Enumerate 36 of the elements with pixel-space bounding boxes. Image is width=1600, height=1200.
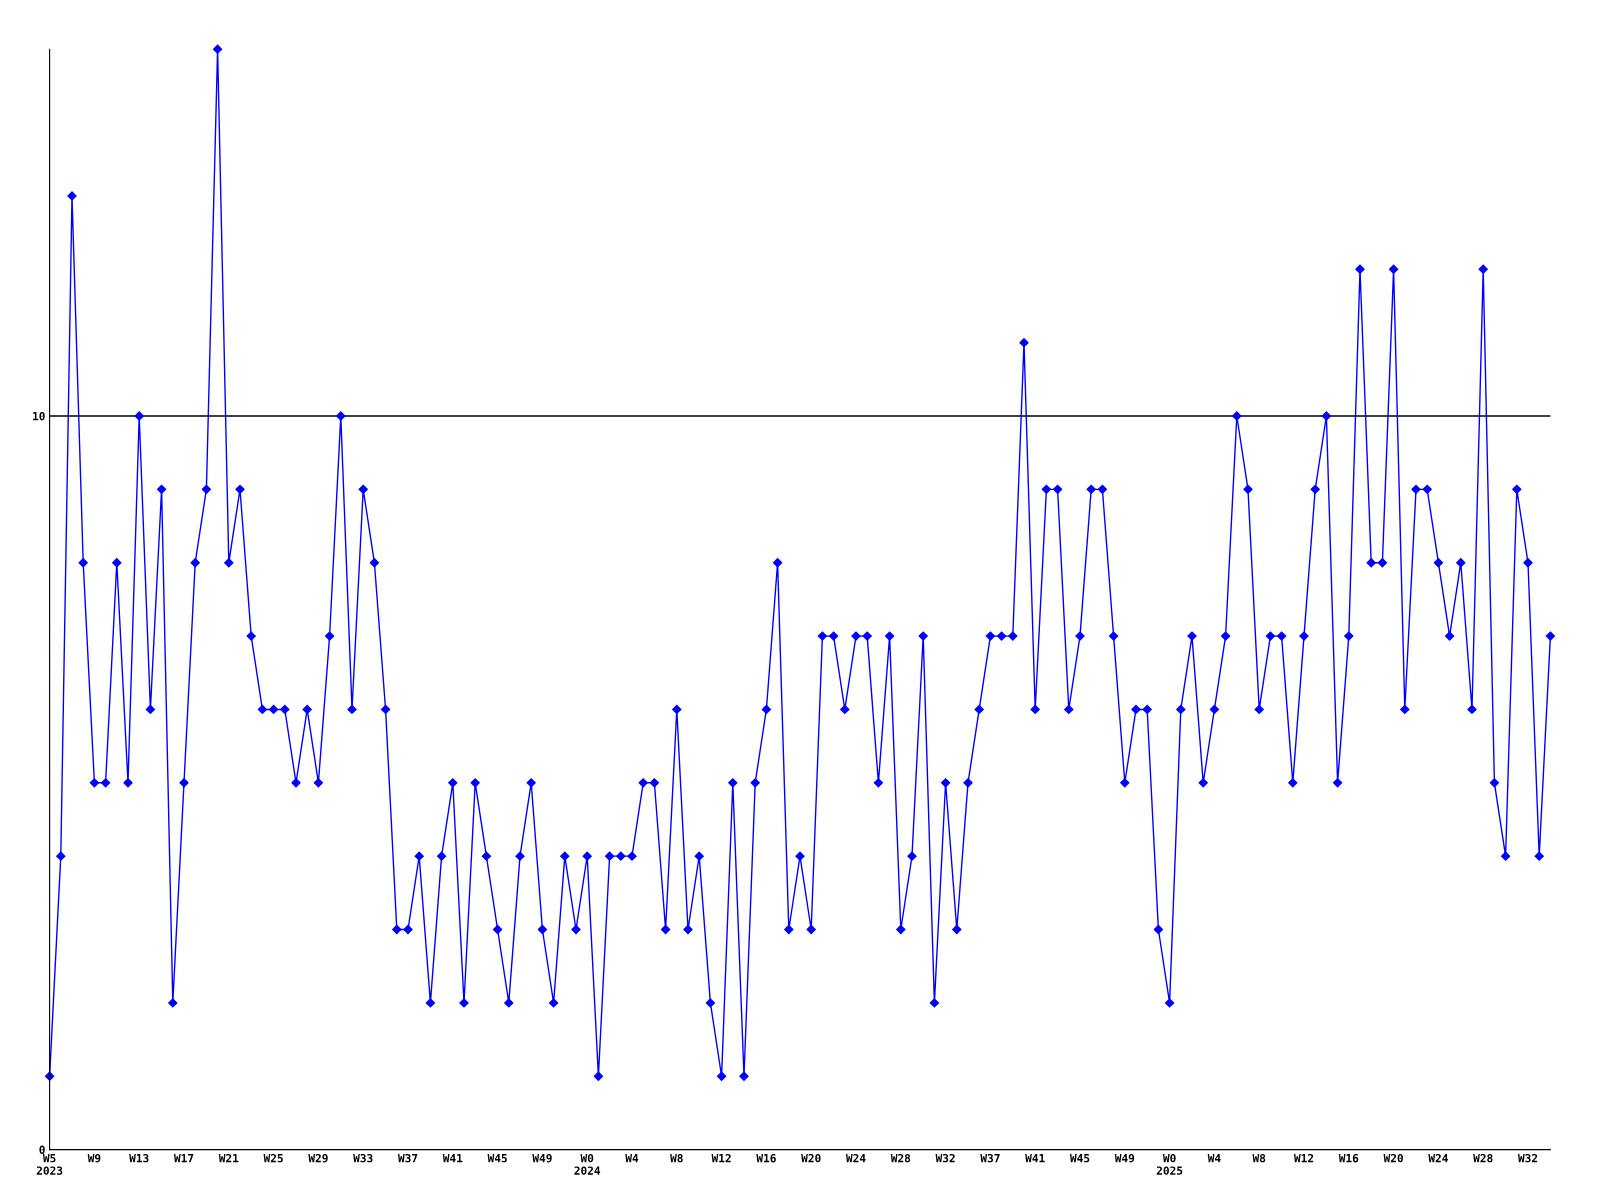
x-tick-label: W13: [129, 1153, 149, 1163]
x-tick-label: W8: [1252, 1153, 1266, 1163]
x-tick-label: W4: [625, 1154, 639, 1163]
x-tick-label: W20: [801, 1153, 821, 1163]
x-tick-label: W16: [756, 1153, 776, 1163]
x-tick-label: W49: [1114, 1154, 1135, 1163]
y-tick-label: 10: [33, 411, 45, 421]
x-tick-label: W5 2023: [36, 1154, 63, 1175]
x-tick-label: W33: [353, 1153, 373, 1163]
x-tick-label: W24: [1428, 1153, 1448, 1163]
x-tick-label: W12: [1293, 1153, 1314, 1163]
x-tick-label: W28: [1473, 1153, 1493, 1163]
x-tick-label: W28: [890, 1153, 911, 1163]
x-tick-label: W21: [218, 1153, 239, 1163]
x-tick-label: W12: [711, 1153, 731, 1163]
x-tick-label: W29: [308, 1153, 328, 1163]
x-tick-label: W45: [1069, 1154, 1090, 1163]
x-tick-label: W9: [87, 1154, 101, 1163]
x-tick-label: W32: [935, 1153, 955, 1163]
x-tick-label: W32: [1517, 1153, 1538, 1163]
x-tick-label: W17: [173, 1154, 194, 1163]
y-tick-label: 0: [39, 1145, 45, 1154]
x-tick-label: W4: [1207, 1154, 1221, 1163]
x-tick-label: W37: [980, 1153, 1000, 1163]
x-tick-label: W41: [1025, 1154, 1045, 1163]
x-tick-label: W49: [532, 1154, 552, 1163]
x-tick-label: W25: [263, 1153, 283, 1163]
x-tick-label: W16: [1338, 1153, 1359, 1163]
x-tick-label: W41: [442, 1154, 463, 1163]
x-tick-label: W0 2024: [574, 1153, 601, 1175]
x-tick-label: W20: [1383, 1153, 1403, 1163]
x-tick-label: W24: [845, 1153, 866, 1163]
x-tick-label: W0 2025: [1156, 1153, 1183, 1175]
x-tick-label: W45: [487, 1154, 507, 1163]
x-tick-label: W8: [670, 1153, 683, 1163]
x-tick-label: W37: [397, 1153, 418, 1163]
